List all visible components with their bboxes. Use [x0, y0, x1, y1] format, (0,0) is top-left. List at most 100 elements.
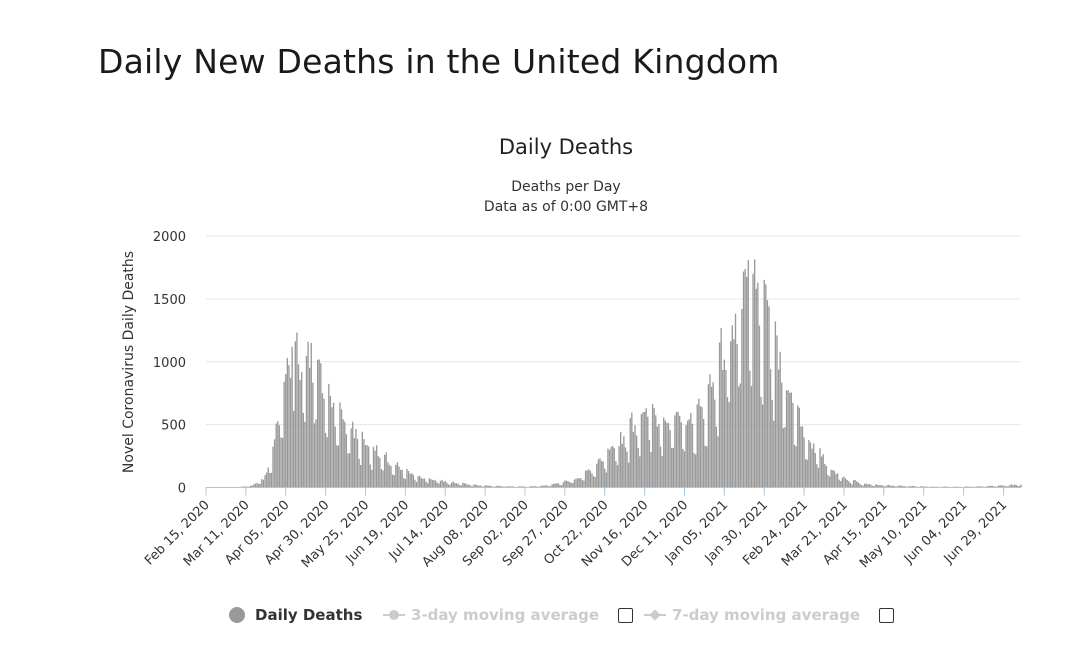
- bar: [658, 424, 660, 488]
- bar: [851, 484, 853, 488]
- bar: [417, 476, 419, 488]
- bar: [761, 404, 764, 488]
- bar: [615, 461, 617, 488]
- bar: [458, 485, 461, 488]
- bar: [844, 478, 847, 488]
- bar: [769, 369, 772, 488]
- bar: [613, 448, 615, 488]
- bar: [548, 486, 550, 488]
- bar: [776, 335, 778, 488]
- bar: [446, 482, 448, 488]
- legend-label: Daily Deaths: [255, 606, 363, 624]
- bar: [760, 396, 762, 488]
- bar: [698, 398, 700, 488]
- bar: [457, 483, 459, 488]
- bar: [602, 461, 604, 488]
- bar: [556, 483, 558, 488]
- bar: [980, 486, 982, 488]
- bar: [883, 486, 885, 488]
- bar: [806, 460, 808, 488]
- legend-item-daily-deaths[interactable]: Daily Deaths: [229, 600, 362, 630]
- bar: [875, 484, 877, 488]
- bar: [347, 453, 349, 488]
- bar: [321, 393, 324, 488]
- bar: [600, 460, 603, 488]
- bar: [541, 485, 544, 488]
- y-axis-title: Novel Coronavirus Daily Deaths: [121, 251, 137, 473]
- bar: [253, 484, 255, 488]
- bar: [854, 479, 856, 488]
- bar: [599, 458, 601, 488]
- bar: [746, 276, 748, 488]
- y-tick-label: 2000: [153, 230, 186, 245]
- bar: [635, 435, 638, 488]
- bar: [436, 482, 438, 488]
- bar: [487, 485, 489, 488]
- bar: [509, 486, 512, 488]
- bar: [465, 483, 467, 488]
- checkbox-7-day-average[interactable]: [879, 608, 894, 623]
- bar: [768, 306, 770, 488]
- bar: [782, 428, 785, 488]
- bar: [860, 485, 863, 488]
- bar: [535, 486, 537, 488]
- bar: [722, 369, 724, 488]
- bar: [428, 478, 430, 488]
- legend-item-3-day-average[interactable]: 3-day moving average: [383, 600, 599, 630]
- bar: [406, 468, 408, 488]
- bar: [661, 455, 663, 488]
- bar: [647, 416, 649, 488]
- bar: [833, 470, 836, 488]
- bar: [430, 479, 432, 488]
- bar: [407, 471, 410, 488]
- bar: [742, 271, 745, 488]
- bar: [726, 397, 729, 488]
- bar: [462, 482, 464, 488]
- bar: [827, 475, 829, 488]
- bar: [473, 484, 475, 488]
- bar: [645, 408, 647, 488]
- bar: [629, 418, 631, 488]
- bar: [562, 482, 564, 488]
- bar: [336, 445, 338, 488]
- bar: [846, 479, 848, 488]
- bar: [580, 478, 582, 488]
- checkbox-3-day-average[interactable]: [618, 608, 633, 623]
- bar: [490, 486, 493, 488]
- bar: [715, 426, 718, 488]
- bar: [693, 452, 695, 488]
- bar: [393, 475, 395, 488]
- bar: [286, 357, 289, 488]
- bar: [455, 483, 458, 488]
- bar: [420, 478, 422, 488]
- bar: [1017, 485, 1019, 488]
- bar: [549, 486, 552, 488]
- bar: [966, 486, 968, 488]
- bar: [616, 465, 619, 488]
- bar: [463, 483, 466, 488]
- legend-item-7-day-average[interactable]: 7-day moving average: [644, 600, 860, 630]
- bar: [899, 485, 901, 488]
- bar: [881, 485, 883, 488]
- bar: [702, 418, 705, 488]
- bar: [251, 485, 253, 488]
- bar: [339, 402, 341, 488]
- legend-label: 7-day moving average: [672, 606, 861, 624]
- bar: [720, 328, 722, 488]
- bar: [409, 473, 411, 488]
- bar: [466, 484, 469, 488]
- bar: [501, 486, 504, 488]
- bar: [717, 436, 719, 488]
- bar: [299, 379, 301, 488]
- bar: [889, 485, 891, 488]
- bar: [468, 484, 470, 488]
- bar: [763, 279, 765, 488]
- bar: [353, 438, 355, 488]
- page-title: Daily New Deaths in the United Kingdom: [98, 42, 780, 81]
- bar: [293, 410, 295, 488]
- bar: [264, 475, 266, 488]
- bar: [621, 443, 623, 488]
- bar: [412, 474, 415, 488]
- bar: [891, 485, 893, 488]
- bar: [809, 442, 812, 488]
